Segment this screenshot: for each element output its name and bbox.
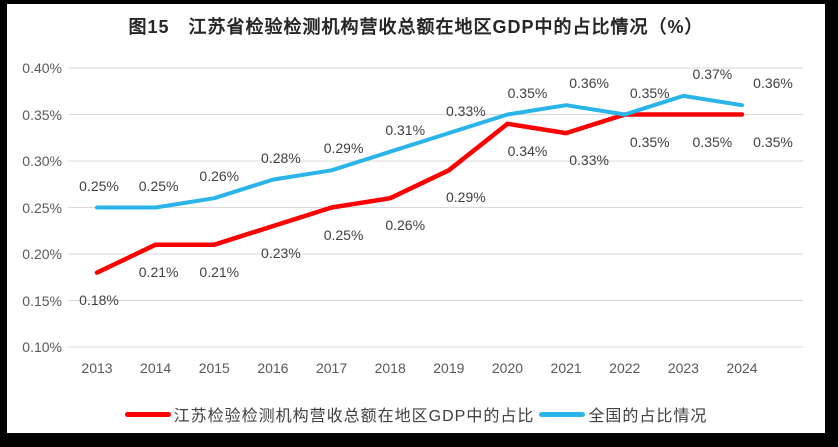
x-axis-tick-label: 2013 [81, 360, 113, 376]
data-label: 0.18% [79, 291, 119, 308]
data-label: 0.34% [507, 142, 548, 159]
data-label: 0.35% [629, 84, 670, 101]
line-chart-plot [68, 67, 803, 348]
data-label: 0.33% [569, 152, 609, 169]
y-axis-tick-label: 0.40% [22, 60, 62, 76]
data-label: 0.25% [79, 177, 119, 194]
data-label: 0.21% [199, 263, 240, 280]
data-label: 0.35% [753, 133, 793, 150]
series-line-jiangsu [94, 112, 745, 275]
legend: 江苏检验检测机构营收总额在地区GDP中的占比 全国的占比情况 [7, 402, 825, 426]
x-axis-tick-label: 2022 [609, 360, 641, 376]
y-axis-tick-label: 0.25% [22, 199, 62, 216]
data-label: 0.35% [692, 133, 733, 150]
y-axis-tick-label: 0.35% [22, 106, 62, 123]
data-label: 0.26% [385, 217, 426, 234]
x-axis-tick-label: 2016 [257, 360, 289, 376]
data-label: 0.28% [261, 149, 301, 166]
data-label: 0.29% [323, 140, 364, 157]
legend-label: 江苏检验检测机构营收总额在地区GDP中的占比 [173, 408, 535, 425]
data-label: 0.26% [199, 168, 240, 185]
data-label: 0.31% [385, 121, 426, 138]
x-axis-tick-label: 2015 [198, 360, 230, 376]
chart-canvas: 图15 江苏省检验检测机构营收总额在地区GDP中的占比情况（%） 0.40% 0.… [7, 4, 825, 433]
x-axis-tick-label: 2017 [315, 360, 348, 376]
legend-line-marker [539, 411, 586, 417]
data-label: 0.23% [261, 245, 301, 262]
x-axis-tick-label: 2018 [374, 360, 406, 376]
x-axis-tick-label: 2020 [491, 360, 524, 376]
x-axis-tick-label: 2024 [726, 360, 758, 376]
data-label: 0.36% [569, 75, 609, 92]
x-axis-tick-label: 2021 [550, 360, 582, 376]
legend-item-national: 全国的占比情况 [539, 402, 707, 426]
data-label: 0.36% [753, 75, 793, 92]
data-label: 0.21% [138, 263, 179, 280]
data-label: 0.25% [138, 177, 179, 194]
legend-label: 全国的占比情况 [588, 408, 708, 425]
data-label: 0.29% [445, 189, 486, 206]
y-axis-tick-label: 0.15% [22, 292, 62, 309]
y-axis-tick-label: 0.10% [22, 339, 62, 355]
x-axis-tick-label: 2023 [667, 360, 699, 376]
data-label: 0.35% [629, 133, 670, 150]
y-axis-tick-label: 0.30% [22, 153, 62, 169]
series-line-national [95, 93, 744, 210]
data-label: 0.37% [692, 65, 733, 82]
data-label: 0.35% [507, 84, 548, 101]
data-label: 0.25% [323, 226, 364, 243]
y-axis-tick-label: 0.20% [22, 246, 62, 262]
legend-item-jiangsu: 江苏检验检测机构营收总额在地区GDP中的占比 [124, 402, 535, 426]
x-axis-tick-label: 2014 [140, 360, 172, 376]
x-axis-tick-label: 2019 [433, 360, 465, 376]
data-label: 0.33% [445, 103, 486, 120]
legend-line-marker [124, 411, 171, 417]
chart-title: 图15 江苏省检验检测机构营收总额在地区GDP中的占比情况（%） [128, 17, 704, 37]
